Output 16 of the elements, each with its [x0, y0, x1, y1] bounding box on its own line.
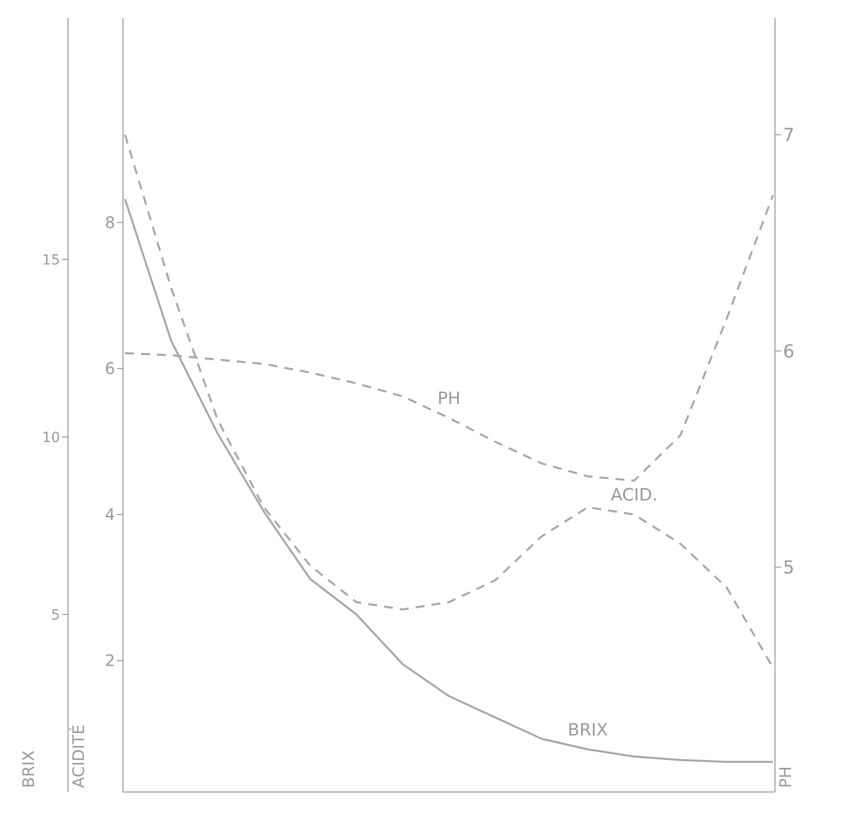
series-label: BRIX	[568, 720, 608, 740]
y-tick-label: 6	[104, 359, 115, 378]
y-tick-label: 2	[104, 651, 115, 670]
y-tick-label: 8	[104, 213, 115, 232]
y3-tick-label: 15	[42, 252, 60, 268]
y2-tick-label: 5	[783, 558, 794, 579]
y3-tick-label: 5	[51, 607, 60, 624]
y2-axis-title: PH	[776, 766, 795, 788]
y3-tick-label: 10	[42, 430, 60, 446]
y-axis-title: ACIDITÉ	[69, 724, 88, 788]
series-label: PH	[437, 388, 461, 409]
y2-tick-label: 7	[783, 125, 794, 146]
series-label: ACID.	[610, 486, 658, 506]
y-tick-label: 4	[104, 505, 115, 524]
y2-tick-label: 6	[783, 341, 794, 362]
y3-axis-title: BRIX	[19, 750, 38, 788]
